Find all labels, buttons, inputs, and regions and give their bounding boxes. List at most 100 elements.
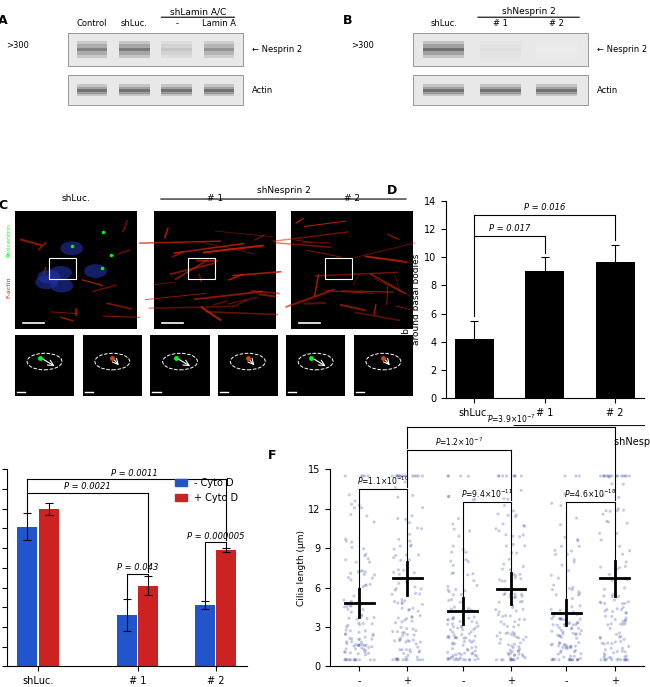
Point [387, 589, 397, 600]
Text: A: A [0, 14, 7, 27]
Point [444, 586, 454, 597]
Point [606, 653, 616, 664]
Point [356, 609, 367, 620]
Text: F: F [268, 449, 276, 462]
Point [575, 613, 586, 624]
Point [554, 630, 565, 641]
Point [616, 471, 627, 482]
Point [622, 574, 632, 585]
Point [411, 471, 422, 482]
Point [404, 635, 415, 646]
Point [600, 471, 610, 482]
Point [571, 633, 582, 644]
Point [518, 604, 528, 615]
Point [608, 647, 619, 658]
Point [612, 646, 622, 657]
Point [614, 541, 625, 552]
Point [415, 589, 425, 600]
Point [354, 500, 365, 511]
Bar [424, 45, 464, 48]
Point [499, 619, 510, 630]
Bar [480, 55, 521, 58]
Point [621, 556, 631, 567]
Point [342, 654, 352, 665]
Text: -: - [176, 19, 178, 27]
Point [402, 564, 413, 575]
Point [623, 641, 634, 652]
Point [510, 592, 521, 602]
Point [572, 609, 582, 620]
Text: C: C [0, 199, 7, 212]
Point [510, 471, 521, 482]
Point [569, 554, 579, 565]
Point [517, 589, 527, 600]
Point [567, 622, 577, 633]
Ellipse shape [35, 275, 58, 289]
Point [503, 627, 514, 638]
Point [356, 637, 367, 648]
Bar [455, 339, 493, 398]
Point [389, 596, 400, 607]
Point [447, 604, 457, 615]
Point [393, 613, 404, 624]
Point [519, 540, 530, 551]
Point [572, 654, 582, 665]
Point [365, 556, 375, 567]
Point [473, 620, 484, 631]
Bar [480, 45, 521, 48]
Point [396, 594, 407, 605]
Point [508, 602, 518, 613]
Point [345, 568, 356, 579]
Point [369, 612, 379, 623]
Point [460, 654, 471, 665]
Point [519, 614, 530, 625]
Point [399, 471, 410, 482]
Point [344, 633, 355, 644]
Point [472, 580, 482, 591]
Bar [119, 45, 150, 48]
Bar [119, 52, 150, 55]
Bar [77, 93, 107, 96]
Text: Pericentrin: Pericentrin [6, 223, 11, 258]
Point [463, 603, 474, 614]
Point [445, 556, 456, 567]
Point [456, 649, 467, 660]
Point [554, 631, 565, 642]
Point [604, 652, 614, 663]
Point [354, 633, 365, 644]
Point [341, 554, 351, 565]
Bar [117, 615, 137, 666]
Point [387, 654, 398, 665]
Point [392, 471, 402, 482]
Bar [204, 55, 235, 58]
Point [560, 488, 570, 499]
Point [448, 589, 459, 600]
Point [443, 613, 453, 624]
Point [339, 654, 350, 665]
Point [400, 471, 411, 482]
Point [509, 471, 519, 482]
Point [554, 613, 565, 624]
Point [395, 634, 405, 645]
Point [453, 513, 463, 524]
Point [403, 650, 413, 661]
Bar [161, 52, 192, 55]
Point [620, 561, 630, 572]
Point [389, 543, 399, 554]
Point [447, 547, 457, 558]
Point [498, 518, 508, 529]
Text: shLuc.: shLuc. [62, 194, 90, 203]
Point [623, 654, 633, 665]
Point [595, 561, 606, 572]
Point [443, 491, 454, 502]
Bar [424, 91, 464, 94]
Bar [161, 85, 192, 87]
Point [559, 620, 569, 631]
Point [506, 629, 517, 640]
Point [606, 611, 617, 622]
Point [508, 627, 518, 638]
Point [458, 624, 468, 635]
Point [505, 592, 515, 602]
Point [507, 640, 517, 651]
Point [398, 648, 409, 659]
